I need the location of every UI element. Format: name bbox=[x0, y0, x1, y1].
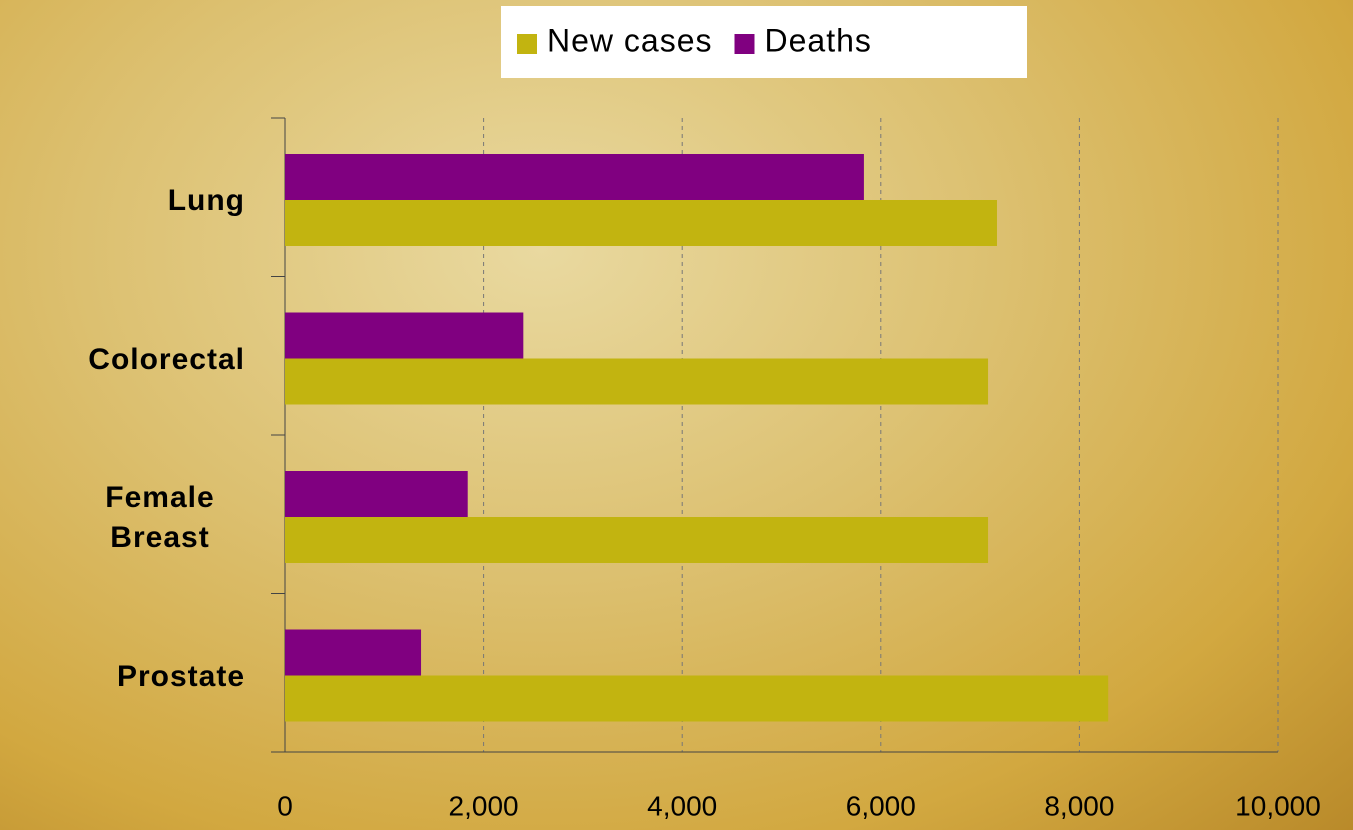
y-tick-label: Lung bbox=[30, 181, 245, 221]
page: 0 2,000 4,000 6,000 8,000 10,000 New cases Deat… bbox=[0, 0, 1353, 830]
bar bbox=[285, 676, 1108, 722]
bar bbox=[285, 200, 997, 246]
bar bbox=[285, 359, 988, 405]
legend-label: New cases bbox=[547, 22, 713, 58]
x-tick-label: 4,000 bbox=[647, 790, 717, 821]
y-tick-label: Female Breast bbox=[80, 478, 240, 558]
x-tick-label: 10,000 bbox=[1235, 790, 1321, 821]
bar bbox=[285, 471, 468, 517]
legend-swatch bbox=[735, 34, 755, 54]
bar bbox=[285, 313, 523, 359]
y-tick-label: Colorectal bbox=[30, 340, 245, 380]
bar bbox=[285, 154, 864, 200]
bar bbox=[285, 517, 988, 563]
x-tick-label: 0 bbox=[277, 790, 293, 821]
x-tick-label: 6,000 bbox=[846, 790, 916, 821]
x-tick-label: 8,000 bbox=[1044, 790, 1114, 821]
x-tick-label: 2,000 bbox=[449, 790, 519, 821]
chart: 0 2,000 4,000 6,000 8,000 10,000 New cases Deat… bbox=[0, 0, 1353, 830]
legend-label: Deaths bbox=[765, 22, 872, 58]
bar bbox=[285, 630, 421, 676]
legend-swatch bbox=[517, 34, 537, 54]
y-tick-label: Prostate bbox=[30, 657, 245, 697]
